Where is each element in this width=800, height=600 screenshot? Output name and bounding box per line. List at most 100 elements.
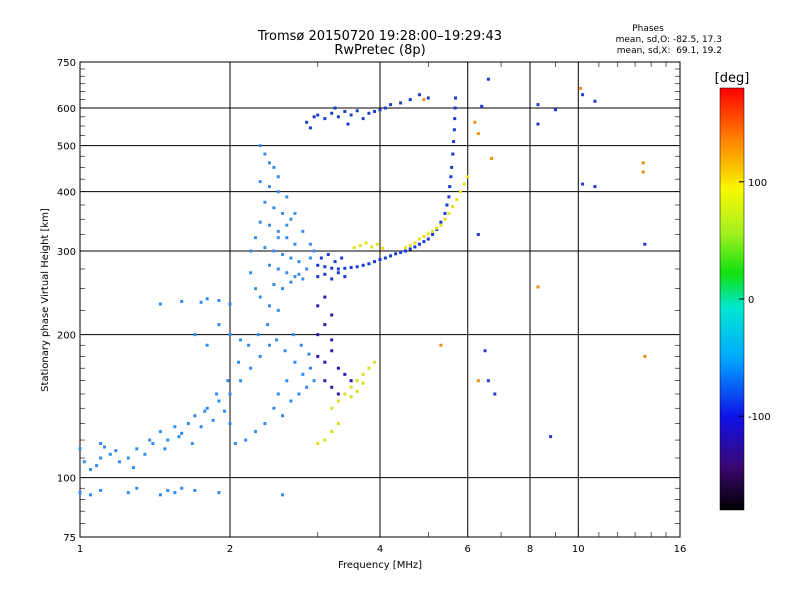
data-point <box>281 493 285 497</box>
data-point <box>349 395 353 399</box>
colorbar-tick-label: 100 <box>748 178 767 189</box>
data-point <box>89 468 93 472</box>
data-point <box>103 445 107 449</box>
data-point <box>473 120 477 124</box>
data-point <box>131 466 135 470</box>
data-point <box>305 267 309 271</box>
data-point <box>263 246 267 250</box>
x-axis-ticks: 1 2 4 6 8 10 16 <box>77 62 686 555</box>
data-point <box>199 425 203 429</box>
data-point <box>158 302 162 306</box>
data-point <box>373 109 377 113</box>
x-tick-label: 1 <box>77 544 83 555</box>
data-point <box>193 333 197 337</box>
data-point <box>490 156 494 160</box>
data-point <box>367 262 371 266</box>
data-point <box>316 304 320 308</box>
data-point <box>643 354 647 358</box>
data-point <box>383 106 387 110</box>
data-point <box>158 493 162 497</box>
y-tick-label: 200 <box>57 331 76 342</box>
colorbar-tick-label: 0 <box>748 295 754 306</box>
data-point <box>263 200 267 204</box>
data-point <box>439 220 443 224</box>
data-point <box>285 236 289 240</box>
data-point <box>426 232 430 236</box>
data-point <box>453 106 457 110</box>
data-point <box>267 304 271 308</box>
data-point <box>330 313 334 317</box>
data-point <box>319 256 323 260</box>
data-point <box>593 99 597 103</box>
data-point <box>349 265 353 269</box>
data-point <box>256 333 260 337</box>
data-point <box>323 265 327 269</box>
data-point <box>316 275 320 279</box>
data-point <box>285 223 289 227</box>
data-point <box>361 372 365 376</box>
data-point <box>316 113 320 117</box>
data-point <box>454 96 458 100</box>
y-tick-label: 500 <box>57 142 76 153</box>
data-point <box>443 211 447 215</box>
data-point <box>352 246 356 250</box>
data-point <box>272 283 276 287</box>
data-point <box>422 98 426 102</box>
data-point <box>135 447 139 451</box>
y-axis-ticks: 75 100 200 300 400 500 600 750 <box>57 58 680 544</box>
data-point <box>258 144 262 148</box>
data-point <box>239 379 243 383</box>
data-point <box>323 323 327 327</box>
data-point <box>305 120 309 124</box>
data-point <box>349 113 353 117</box>
data-point <box>180 299 184 303</box>
data-point <box>228 302 232 306</box>
chart-subtitle: RwPretec (8p) <box>334 43 425 58</box>
data-point <box>95 464 99 468</box>
data-point <box>641 170 645 174</box>
data-point <box>355 265 359 269</box>
data-point <box>228 392 232 396</box>
x-tick-label: 4 <box>377 544 383 555</box>
data-point <box>285 379 289 383</box>
data-point <box>408 247 412 251</box>
data-point <box>297 392 301 396</box>
data-point <box>293 360 297 364</box>
data-point <box>217 323 221 327</box>
data-point <box>349 379 353 383</box>
data-point <box>476 233 480 237</box>
data-point <box>312 379 316 383</box>
data-point <box>276 190 280 194</box>
data-point <box>253 430 257 434</box>
data-point <box>336 366 340 370</box>
data-point <box>346 122 350 126</box>
data-point <box>272 206 276 210</box>
data-point <box>330 277 334 281</box>
data-point <box>553 108 557 112</box>
data-point <box>272 406 276 410</box>
data-point <box>193 414 197 418</box>
data-point <box>267 185 271 189</box>
colorbar-tick-label: -100 <box>748 412 771 423</box>
data-point <box>417 237 421 241</box>
data-point <box>143 452 147 456</box>
data-point <box>166 438 170 442</box>
data-point <box>316 442 320 446</box>
data-point <box>297 260 301 264</box>
data-point <box>336 422 340 426</box>
data-point <box>343 266 347 270</box>
data-point <box>417 93 421 97</box>
data-point <box>422 240 426 244</box>
data-point <box>323 379 327 383</box>
data-point <box>343 372 347 376</box>
x-tick-label: 10 <box>572 544 585 555</box>
data-point <box>148 438 152 442</box>
colorbar-ticks: 100 0 -100 <box>739 178 771 423</box>
data-point <box>217 299 221 303</box>
data-point <box>358 244 362 248</box>
data-point <box>536 285 540 289</box>
data-point <box>476 379 480 383</box>
data-point <box>426 237 430 241</box>
data-point <box>99 488 103 492</box>
data-point <box>193 488 197 492</box>
